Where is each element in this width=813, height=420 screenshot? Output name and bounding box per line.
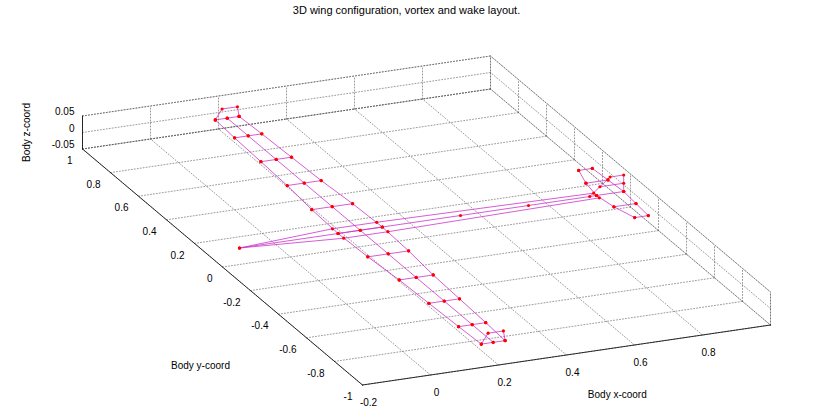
svg-text:-0.4: -0.4 bbox=[251, 320, 269, 331]
svg-text:-0.6: -0.6 bbox=[279, 344, 297, 355]
svg-text:Body y-coord: Body y-coord bbox=[171, 360, 230, 371]
svg-text:0.4: 0.4 bbox=[143, 226, 157, 237]
svg-text:0: 0 bbox=[207, 273, 213, 284]
svg-text:-0.2: -0.2 bbox=[360, 397, 378, 408]
svg-text:0.8: 0.8 bbox=[702, 347, 716, 358]
svg-text:0.4: 0.4 bbox=[566, 367, 580, 378]
svg-text:0.2: 0.2 bbox=[171, 250, 185, 261]
svg-text:Body z-coord: Body z-coord bbox=[21, 103, 32, 162]
svg-text:0: 0 bbox=[434, 387, 440, 398]
svg-text:0.8: 0.8 bbox=[87, 179, 101, 190]
svg-text:-0.8: -0.8 bbox=[307, 368, 325, 379]
svg-text:0.6: 0.6 bbox=[115, 202, 129, 213]
html-text:3D wing configuration, vortex: 3D wing configuration, vortex and wake l… bbox=[292, 4, 521, 16]
svg-text:0.2: 0.2 bbox=[498, 377, 512, 388]
svg-text:-0.05: -0.05 bbox=[52, 139, 75, 150]
svg-text:1: 1 bbox=[67, 155, 73, 166]
svg-text:0: 0 bbox=[69, 123, 75, 134]
svg-text:Body x-coord: Body x-coord bbox=[588, 389, 647, 400]
svg-text:-0.2: -0.2 bbox=[223, 297, 241, 308]
svg-text:0.05: 0.05 bbox=[55, 106, 75, 117]
svg-text:-1: -1 bbox=[344, 391, 353, 402]
svg-text:0.6: 0.6 bbox=[634, 357, 648, 368]
